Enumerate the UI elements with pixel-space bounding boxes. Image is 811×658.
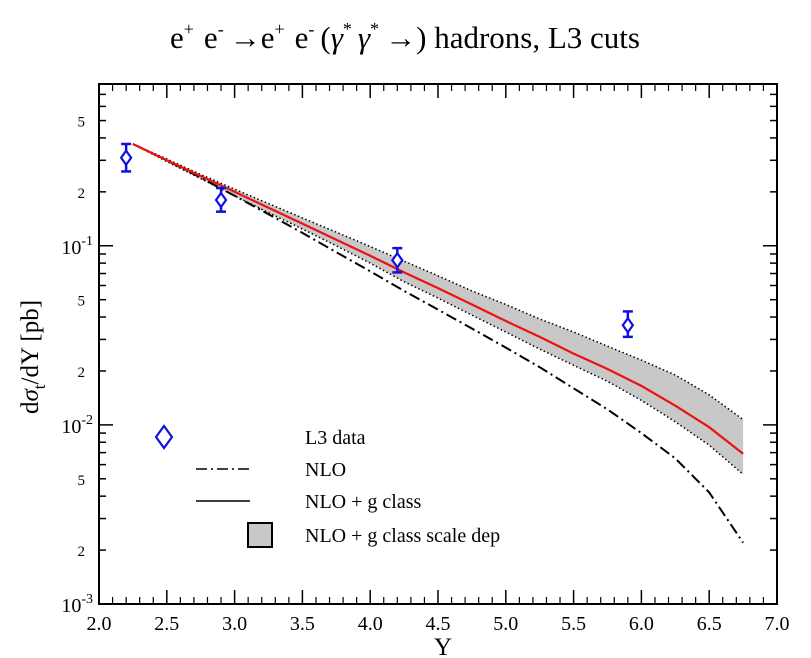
data-points-layer	[119, 142, 635, 339]
data-point-marker	[119, 148, 133, 167]
x-tick-label: 5.0	[493, 613, 518, 635]
data-point-marker	[621, 316, 635, 335]
scale-dep-band	[132, 144, 744, 475]
legend-label: NLO	[305, 459, 346, 481]
data-point	[621, 310, 635, 339]
curves-layer	[132, 143, 744, 544]
x-tick-label: 3.0	[222, 613, 247, 635]
data-point-marker	[214, 191, 228, 209]
chart-title: e+ e- →e+ e- (γ* γ* →) hadrons, L3 cuts	[170, 19, 640, 55]
y-decade-label: 10-1	[61, 234, 93, 259]
scale-dep-band-layer	[132, 143, 744, 475]
legend-label: NLO + g class	[305, 491, 421, 513]
y-decade-label: 10-2	[61, 413, 93, 438]
y-minor-label: 5	[78, 473, 86, 489]
x-tick-label: 6.0	[629, 613, 654, 635]
legend-item: NLO + g class scale dep	[247, 522, 500, 548]
x-tick-label: 2.5	[154, 613, 179, 635]
axes-layer: 2.0 2.5 3.0 3.5 4.0 4.5 5.0 5.5 6.0 6.5 7.0 10-1 10-…	[61, 83, 790, 635]
x-axis-label: Y	[434, 634, 452, 658]
data-point	[119, 142, 133, 173]
y-decade-label: 10-3	[61, 592, 93, 617]
x-tick-label: 3.5	[290, 613, 315, 635]
legend-diamond-marker	[154, 424, 174, 450]
band-lower-edge	[132, 143, 744, 475]
x-tick-label: 5.5	[561, 613, 586, 635]
legend-item: NLO + g class	[196, 491, 421, 513]
nlo-g-class-curve	[132, 143, 744, 455]
y-minor-label: 5	[78, 294, 86, 310]
y-minor-label: 2	[78, 544, 86, 560]
nlo-curve	[132, 143, 744, 544]
x-tick-label: 4.0	[358, 613, 383, 635]
y-minor-label: 5	[78, 115, 86, 131]
y-minor-label: 2	[78, 186, 86, 202]
legend: L3 data NLO NLO + g class NLO + g class sca…	[154, 424, 500, 548]
x-tick-label: 4.5	[426, 613, 451, 635]
data-point	[214, 186, 228, 213]
x-tick-label: 7.0	[765, 613, 790, 635]
legend-label: NLO + g class scale dep	[305, 525, 500, 547]
data-point-marker	[390, 251, 404, 270]
band-upper-edge	[132, 143, 744, 421]
y-axis-label: dσt/dY [pb]	[17, 300, 49, 414]
y-minor-label: 2	[78, 365, 86, 381]
data-point	[390, 246, 404, 274]
x-tick-label: 2.0	[87, 613, 112, 635]
legend-item: L3 data	[154, 424, 366, 450]
legend-band-swatch	[247, 522, 273, 548]
legend-item: NLO	[196, 459, 346, 481]
legend-label: L3 data	[305, 427, 366, 449]
x-tick-label: 6.5	[697, 613, 722, 635]
